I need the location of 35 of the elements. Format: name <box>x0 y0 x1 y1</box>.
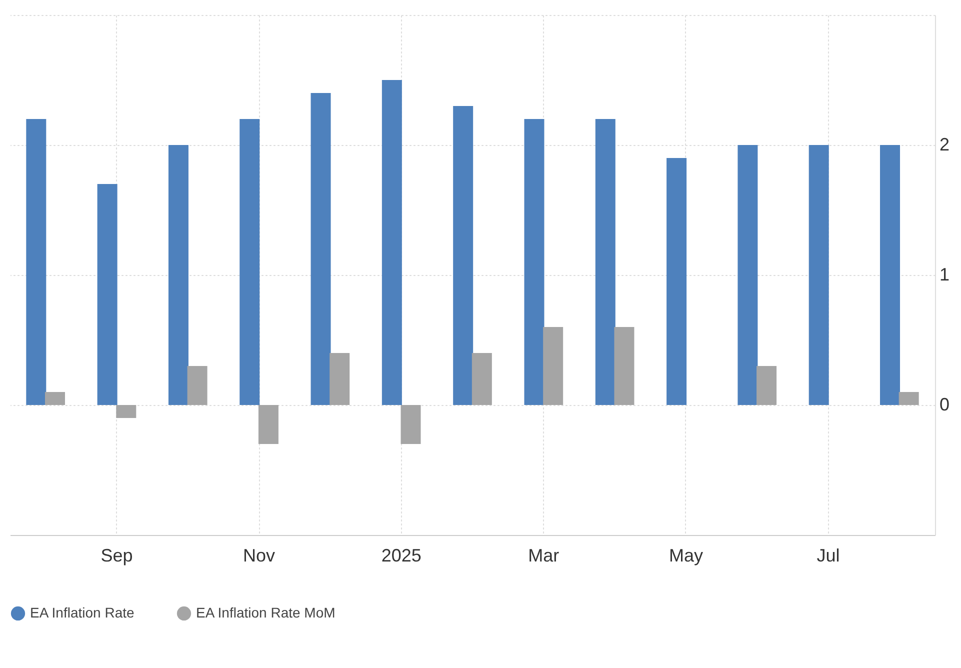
bar <box>614 327 634 405</box>
bar <box>880 145 900 405</box>
y-tick-label: 0 <box>940 394 950 414</box>
x-tick-label: Sep <box>100 546 133 566</box>
bar <box>240 119 260 405</box>
bar <box>524 119 544 405</box>
bar <box>116 405 136 418</box>
x-tick-label: Nov <box>243 546 276 566</box>
bar <box>310 93 331 405</box>
bar <box>472 353 492 405</box>
bar <box>543 327 564 405</box>
bar <box>330 353 350 405</box>
bar <box>738 145 758 405</box>
bar <box>666 158 687 405</box>
bar <box>400 405 421 444</box>
bar <box>258 405 278 444</box>
bar <box>187 366 208 405</box>
x-tick-label: Mar <box>528 546 560 566</box>
bar <box>97 184 118 405</box>
bar <box>168 145 188 405</box>
y-tick-label: 1 <box>940 264 950 284</box>
y-tick-label: 2 <box>940 134 950 154</box>
bar <box>453 106 474 405</box>
bar <box>44 392 65 405</box>
x-tick-label: Jul <box>816 546 840 566</box>
x-tick-label: 2025 <box>381 546 422 566</box>
bar <box>26 119 46 405</box>
bar <box>898 392 919 405</box>
bar <box>595 119 616 405</box>
legend-label: EA Inflation Rate MoM <box>196 604 336 620</box>
x-tick-label: May <box>668 546 703 566</box>
bar <box>808 145 829 405</box>
bar <box>756 366 777 405</box>
legend-label: EA Inflation Rate <box>30 604 135 620</box>
bar <box>382 80 402 405</box>
